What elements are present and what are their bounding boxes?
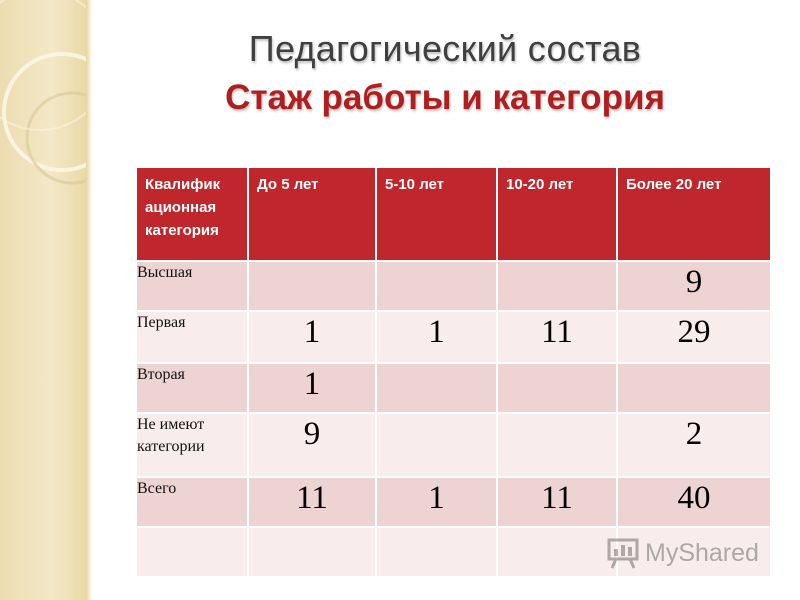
table-cell (498, 364, 618, 414)
table-cell (498, 528, 618, 578)
row-label: Всего (137, 478, 249, 528)
table-cell (377, 364, 498, 414)
header-category: Квалифик ационная категория (137, 168, 249, 262)
table-cell (618, 528, 770, 578)
table-cell: 40 (618, 478, 770, 528)
row-label: Первая (137, 312, 249, 364)
table-row: Первая 1 1 11 29 (137, 312, 770, 364)
header-over-20: Более 20 лет (618, 168, 770, 262)
header-10-20: 10-20 лет (498, 168, 618, 262)
table-row: Вторая 1 (137, 364, 770, 414)
table-cell: 1 (377, 478, 498, 528)
table-cell (377, 414, 498, 478)
decorative-side-band (0, 0, 86, 600)
slide-title-block: Педагогический состав Стаж работы и кате… (90, 28, 800, 118)
table-cell: 11 (498, 312, 618, 364)
watermark: MyShared (606, 536, 759, 570)
row-label: Вторая (137, 364, 249, 414)
table-cell: 9 (618, 262, 770, 312)
presentation-board-icon (607, 538, 639, 569)
header-5-10: 5-10 лет (377, 168, 498, 262)
decorative-circles (0, 0, 86, 185)
watermark-text: MyShared (645, 538, 759, 567)
table-cell (249, 528, 377, 578)
table-cell: 9 (249, 414, 377, 478)
table-cell: 29 (618, 312, 770, 364)
row-label: Не имеют категории (137, 414, 249, 478)
header-under-5: До 5 лет (249, 168, 377, 262)
table-cell: 2 (618, 414, 770, 478)
side-band-edge (86, 0, 91, 600)
table-header-row: Квалифик ационная категория До 5 лет 5-1… (137, 168, 770, 262)
table-cell (618, 364, 770, 414)
table-row (137, 528, 770, 578)
table-cell (249, 262, 377, 312)
experience-category-table: Квалифик ационная категория До 5 лет 5-1… (137, 168, 770, 578)
table-cell: 11 (498, 478, 618, 528)
table-cell (377, 262, 498, 312)
table-cell: 1 (249, 364, 377, 414)
slide-subtitle: Стаж работы и категория (225, 78, 665, 117)
row-label: Высшая (137, 262, 249, 312)
slide-title: Педагогический состав (248, 28, 642, 69)
table-cell: 1 (249, 312, 377, 364)
table-cell (377, 528, 498, 578)
table-row: Не имеют категории 9 2 (137, 414, 770, 478)
table-cell (498, 414, 618, 478)
table-row: Всего 11 1 11 40 (137, 478, 770, 528)
table-row: Высшая 9 (137, 262, 770, 312)
table-cell: 11 (249, 478, 377, 528)
table-cell: 1 (377, 312, 498, 364)
table-cell (498, 262, 618, 312)
row-label (137, 528, 249, 578)
